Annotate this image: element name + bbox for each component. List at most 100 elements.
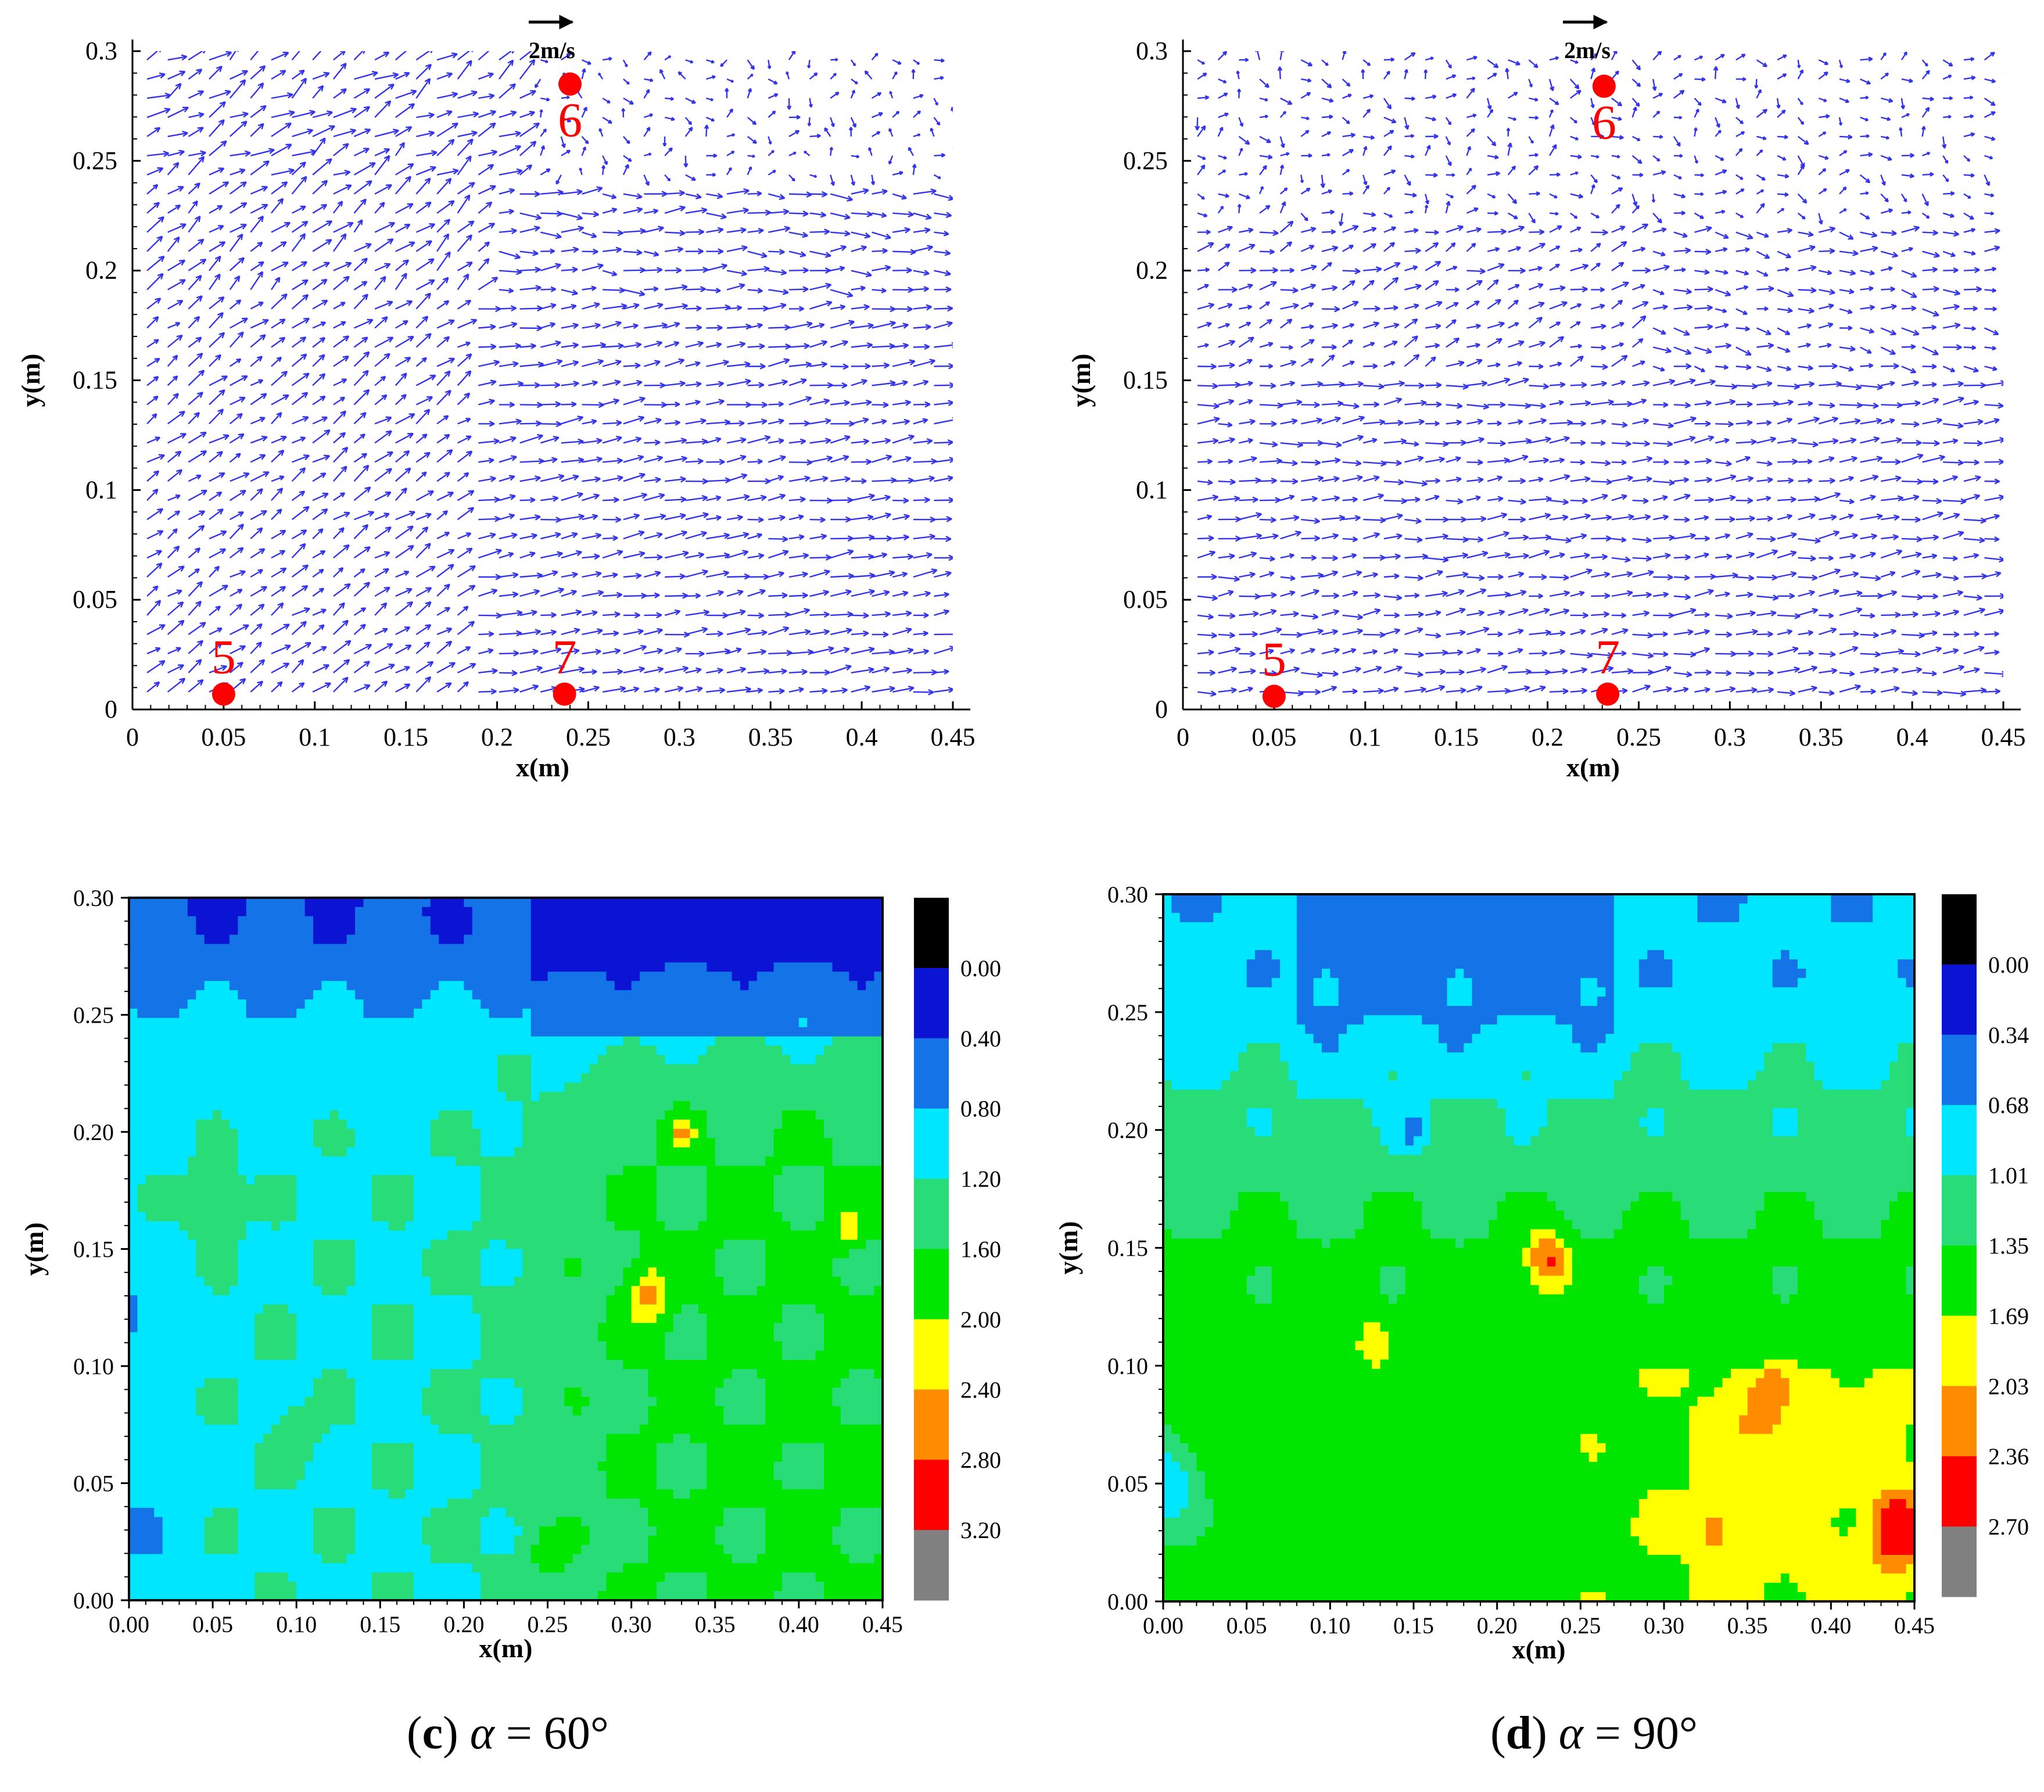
vector-arrow [1466,666,1487,673]
vector-arrow [1342,496,1358,503]
vector-arrow [1404,517,1422,524]
contour-cell [731,972,741,981]
contour-cell [179,1008,188,1019]
contour-cell [790,1036,799,1046]
vector-arrow [1798,458,1813,465]
vector-arrow [1591,460,1611,467]
contour-cell [866,1027,875,1037]
vector-arrow [1860,363,1874,368]
vector-arrow [291,585,309,597]
vector-arrow [354,243,372,252]
vector-arrow [1798,650,1814,657]
contour-cell [623,981,632,991]
vector-arrow [644,571,661,578]
vector-arrow [1922,497,1942,504]
vector-arrow [1797,135,1809,145]
contour-cell [832,925,841,936]
contour-cell [229,953,238,963]
vector-arrow [1342,403,1360,410]
vector-arrow [664,55,672,61]
vector-arrow [1383,612,1400,619]
vector-arrow [1529,266,1543,271]
contour-cell [154,898,163,908]
vector-arrow [1694,155,1698,164]
vector-arrow [1259,318,1273,329]
contour-cell [371,906,381,917]
contour-cell [857,906,866,917]
vector-arrow [623,228,646,235]
vector-arrow [1922,572,1942,579]
contour-cell [849,1083,858,1092]
contour-cell [154,999,163,1009]
vector-arrow [1942,74,1952,80]
contour-cell [522,1027,532,1037]
contour-cell [874,953,883,963]
vector-arrow [1362,59,1371,66]
contour-cell [748,934,758,945]
contour-cell [472,981,481,991]
vector-arrow [312,110,333,119]
vector-arrow [685,228,705,235]
contour-cell [740,925,750,936]
contour-cell [129,1027,138,1037]
vector-arrow [312,125,335,137]
vector-arrow [1528,213,1536,224]
vector-arrow [1984,135,1996,141]
contour-cell [213,1036,222,1046]
vector-arrow [1363,212,1376,217]
vector-arrow [209,225,224,233]
vector-arrow [1631,59,1641,71]
contour-cell [866,1036,875,1046]
x-tick-label: 0.45 [931,723,976,751]
vector-arrow [644,113,654,119]
vector-arrow [913,227,931,234]
vector-arrow [1756,365,1772,372]
contour-cell [145,934,155,945]
contour-cell [832,906,841,917]
vector-arrow [1425,356,1436,367]
contour-cell [221,953,230,963]
vector-arrow [726,627,751,636]
vector-arrow [271,681,283,693]
contour-cell [196,1083,205,1092]
contour-cell [723,1045,733,1056]
vector-arrow [768,136,772,145]
vector-arrow [457,681,469,693]
contour-cell [656,898,665,908]
vector-arrow [1611,299,1623,310]
contour-cell [756,953,766,963]
contour-cell [840,925,849,936]
contour-cell [472,1092,481,1102]
contour-cell [707,962,716,972]
contour-cell [522,1008,532,1019]
vector-arrow [726,341,746,348]
contour-cell [405,1064,414,1074]
contour-cell [213,1064,222,1074]
vector-arrow [1487,362,1501,368]
vector-arrow [1735,629,1758,636]
contour-cell [824,1092,833,1102]
contour-cell [355,953,364,963]
vector-arrow [478,306,501,313]
vector-arrow [1963,399,1980,406]
contour-cell [857,898,866,908]
contour-cell [380,972,389,981]
vector-arrow [1611,380,1626,386]
contour-cell [798,1073,808,1083]
vector-arrow [582,590,604,597]
contour-cell [798,962,808,972]
contour-cell [631,906,640,917]
contour-cell [698,972,707,981]
vector-arrow [830,73,837,80]
contour-cell [154,972,163,981]
vector-arrow [1942,212,1955,218]
contour-cell [665,972,674,981]
contour-cell [464,1064,473,1074]
vector-arrow [602,155,608,166]
contour-cell [388,1092,397,1102]
vector-arrow [1735,270,1749,276]
vector-arrow [809,517,826,523]
vector-arrow [1197,59,1205,65]
vector-arrow [1342,515,1361,522]
vector-arrow [809,174,817,178]
